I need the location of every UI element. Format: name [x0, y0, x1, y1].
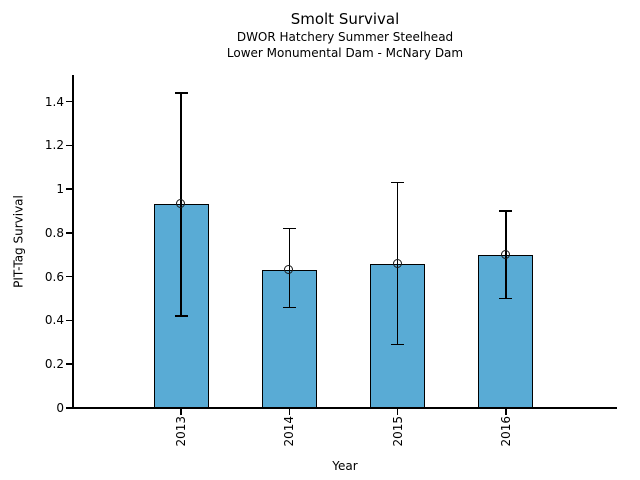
error-bar-cap-upper [499, 210, 513, 212]
y-tick [66, 319, 73, 322]
y-tick [66, 100, 73, 103]
y-tick [66, 144, 73, 147]
y-tick-label: 1.2 [44, 138, 64, 153]
y-tick-label: 1.4 [44, 94, 64, 109]
data-point-marker [284, 265, 294, 275]
x-tick-label: 2014 [282, 416, 297, 447]
chart-subtitle-line2: Lower Monumental Dam - McNary Dam [226, 46, 464, 60]
data-point-marker [500, 249, 510, 259]
y-tick [66, 275, 73, 278]
x-tick-label: 2016 [498, 416, 513, 447]
y-tick [66, 188, 73, 190]
error-bar-cap-lower [282, 306, 296, 309]
x-tick-label: 2013 [174, 416, 188, 447]
data-point-marker [392, 258, 402, 268]
x-tick [396, 408, 399, 415]
y-tick-label: 0.2 [44, 357, 64, 372]
x-tick [180, 408, 182, 415]
x-axis-label: Year [332, 459, 358, 473]
y-tick [66, 232, 73, 234]
error-bar-cap-lower [499, 297, 513, 300]
y-tick-label: 0 [56, 401, 64, 415]
error-bar-cap-lower [174, 315, 188, 317]
error-bar-cap-lower [391, 343, 405, 346]
data-point-marker [176, 199, 185, 209]
chart-subtitle-line1: DWOR Hatchery Summer Steelhead [236, 30, 454, 44]
y-tick-label: 0.6 [44, 269, 64, 284]
x-tick-label: 2015 [390, 416, 405, 447]
x-tick [505, 408, 507, 415]
error-bar-cap-upper [282, 227, 296, 230]
y-axis-line [72, 75, 74, 408]
chart-title: Smolt Survival [290, 10, 400, 28]
y-tick [66, 407, 73, 409]
error-bar-cap-upper [391, 181, 405, 184]
y-tick [66, 363, 73, 365]
x-tick [288, 408, 291, 415]
y-tick-label: 0.4 [44, 313, 64, 328]
x-axis-line [72, 407, 617, 409]
y-tick-label: 0.8 [44, 225, 64, 240]
y-tick-label: 1 [56, 182, 64, 197]
error-bar-cap-upper [174, 92, 188, 94]
